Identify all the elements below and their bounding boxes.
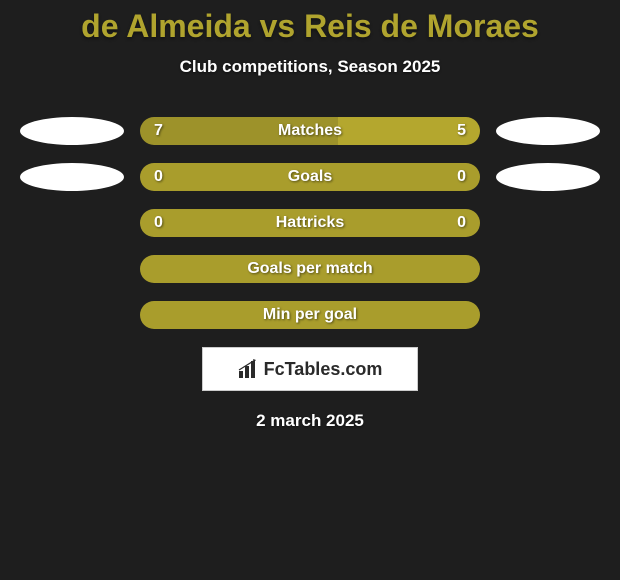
player-left-ellipse bbox=[20, 117, 124, 145]
logo: FcTables.com bbox=[238, 359, 383, 380]
stat-bar: 75Matches bbox=[140, 117, 480, 145]
stat-label: Goals per match bbox=[140, 255, 480, 283]
ellipse-spacer bbox=[20, 255, 124, 283]
ellipse-spacer bbox=[20, 209, 124, 237]
bar-chart-icon bbox=[238, 359, 260, 379]
stat-row: 75Matches bbox=[0, 117, 620, 145]
player-right-ellipse bbox=[496, 163, 600, 191]
comparison-chart: 75Matches 00Goals 00Hattricks Goals per mat… bbox=[0, 117, 620, 329]
ellipse-spacer bbox=[20, 301, 124, 329]
date-text: 2 march 2025 bbox=[0, 411, 620, 431]
stat-bar: Min per goal bbox=[140, 301, 480, 329]
stat-row: Goals per match bbox=[0, 255, 620, 283]
page-subtitle: Club competitions, Season 2025 bbox=[0, 57, 620, 77]
stat-bar: 00Goals bbox=[140, 163, 480, 191]
stat-row: 00Goals bbox=[0, 163, 620, 191]
player-left-ellipse bbox=[20, 163, 124, 191]
page-title: de Almeida vs Reis de Moraes bbox=[0, 0, 620, 45]
stat-row: Min per goal bbox=[0, 301, 620, 329]
logo-box: FcTables.com bbox=[202, 347, 418, 391]
ellipse-spacer bbox=[496, 255, 600, 283]
stat-label: Hattricks bbox=[140, 209, 480, 237]
player-right-ellipse bbox=[496, 117, 600, 145]
stat-row: 00Hattricks bbox=[0, 209, 620, 237]
ellipse-spacer bbox=[496, 209, 600, 237]
ellipse-spacer bbox=[496, 301, 600, 329]
stat-label: Matches bbox=[140, 117, 480, 145]
stat-bar: Goals per match bbox=[140, 255, 480, 283]
stat-label: Min per goal bbox=[140, 301, 480, 329]
stat-label: Goals bbox=[140, 163, 480, 191]
logo-text: FcTables.com bbox=[264, 359, 383, 380]
stat-bar: 00Hattricks bbox=[140, 209, 480, 237]
